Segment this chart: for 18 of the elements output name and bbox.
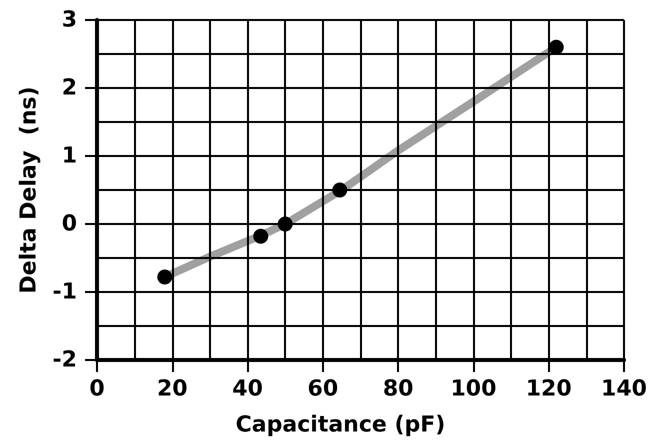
y-tick-label: -2 [52, 348, 77, 372]
y-tick-label: 1 [62, 144, 77, 168]
point [157, 270, 172, 285]
x-tick-label: 60 [308, 376, 338, 402]
x-tick-label: 100 [450, 376, 496, 402]
x-tick-label: 20 [156, 376, 188, 402]
x-tick-label: 0 [89, 376, 105, 402]
y-axis-title: Delta Delay (ns) [16, 86, 42, 294]
y-tick-label: 2 [62, 76, 77, 100]
y-tick-label: -1 [52, 280, 77, 304]
x-tick-label: 120 [526, 376, 572, 402]
point [253, 228, 268, 244]
x-tick-label: 140 [601, 376, 647, 402]
y-tick-label: 0 [62, 212, 77, 236]
x-tick-label: 40 [232, 376, 263, 402]
x-tick-label: 80 [382, 376, 414, 402]
x-axis-title: Capacitance (pF) [236, 412, 446, 438]
y-tick-label: 3 [62, 8, 77, 32]
